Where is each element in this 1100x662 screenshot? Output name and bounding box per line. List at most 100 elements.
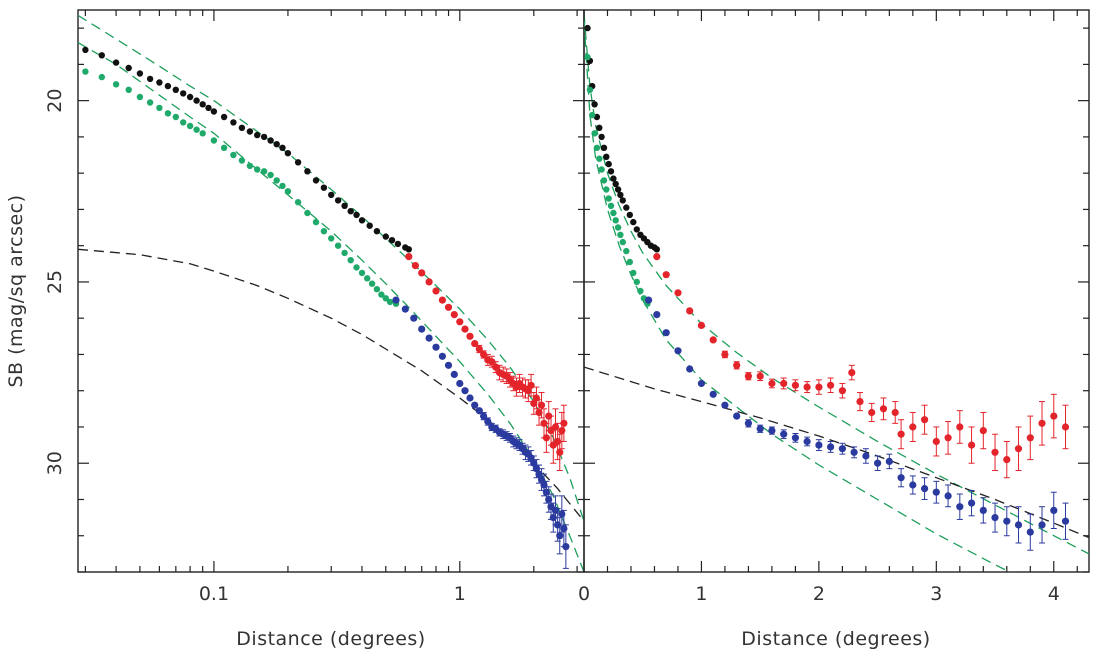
right-blue-point: [850, 448, 858, 456]
y-tick-label: 20: [44, 89, 66, 113]
right-black-point: [605, 160, 612, 168]
left-red-point: [530, 399, 538, 407]
right-model-curve-black-2: [584, 366, 1089, 539]
left-red-point: [432, 287, 440, 295]
left-green-point: [294, 199, 302, 206]
right-green-point: [605, 195, 612, 202]
left-green-point: [82, 68, 89, 75]
right-green-point: [607, 202, 615, 209]
right-blue-point: [885, 457, 893, 465]
y-axis-title: SB (mag/sq arcsec): [5, 194, 27, 387]
left-green-point: [378, 291, 385, 298]
right-red-point: [1003, 456, 1011, 464]
left-black-point: [156, 79, 163, 86]
left-model-curve-green-1: [78, 42, 584, 572]
right-red-point: [991, 448, 999, 456]
left-black-point: [146, 75, 154, 83]
right-blue-point: [1061, 517, 1070, 525]
right-x-axis-title: Distance (degrees): [741, 628, 930, 650]
right-black-point: [598, 133, 605, 141]
right-blue-point: [827, 443, 835, 451]
left-black-point: [180, 90, 187, 97]
left-red-point: [556, 448, 564, 456]
right-red-point: [803, 383, 811, 391]
left-green-point: [260, 168, 268, 175]
right-red-point: [1061, 423, 1070, 431]
right-red-point: [697, 321, 706, 329]
left-red-point: [488, 358, 496, 366]
right-red-point: [932, 437, 940, 446]
right-red-point: [944, 434, 952, 442]
right-green-point: [610, 209, 617, 217]
left-red-point: [425, 278, 433, 286]
left-red-point: [560, 419, 568, 427]
left-black-point: [220, 113, 228, 121]
right-red-point: [897, 430, 905, 438]
left-model-curve-green-0: [78, 14, 584, 522]
right-axis-ticks: [583, 10, 1089, 573]
left-blue-point: [560, 524, 568, 533]
tick-labels: 0.1 1 20 25 30 0 1 2 3 4: [44, 89, 1060, 605]
y-tick-label: 25: [44, 270, 66, 294]
right-x-tick-label: 2: [813, 583, 825, 605]
right-model-curve-green-1: [584, 20, 1012, 572]
left-green-point: [320, 228, 328, 235]
right-red-point: [968, 441, 976, 449]
right-green-point: [617, 231, 624, 238]
right-blue-point: [653, 311, 661, 319]
right-blue-point: [874, 459, 882, 467]
left-blue-point: [410, 314, 418, 322]
right-data-points: [584, 24, 1070, 551]
left-black-point: [112, 59, 120, 66]
left-plot-frame: [77, 9, 585, 573]
right-red-point: [674, 289, 682, 297]
right-black-point: [633, 226, 640, 233]
right-green-point: [603, 186, 610, 193]
right-x-tick-label: 4: [1048, 583, 1060, 605]
left-black-point: [230, 119, 237, 126]
right-red-point: [709, 336, 717, 344]
left-black-point: [267, 137, 274, 144]
left-green-point: [220, 144, 228, 151]
left-green-point: [238, 157, 246, 164]
right-red-point: [848, 369, 856, 377]
left-red-point: [450, 311, 458, 319]
left-blue-point: [438, 352, 446, 360]
right-green-point: [612, 217, 619, 224]
right-blue-point: [944, 492, 952, 500]
right-black-point: [591, 101, 598, 108]
left-black-point: [320, 184, 328, 191]
right-black-point: [600, 144, 608, 151]
right-green-point: [593, 144, 601, 151]
left-green-point: [279, 182, 286, 190]
right-blue-point: [780, 430, 788, 438]
right-black-point: [603, 153, 610, 160]
left-black-point: [82, 46, 89, 54]
left-red-point: [438, 296, 446, 304]
left-panel: [77, 9, 585, 573]
right-green-point: [598, 166, 605, 173]
left-green-point: [180, 119, 187, 126]
left-blue-point: [532, 465, 541, 473]
right-red-point: [1050, 412, 1058, 420]
left-red-point: [535, 408, 543, 417]
right-blue-point: [1003, 517, 1011, 525]
right-blue-point: [968, 499, 976, 507]
left-black-point: [238, 124, 246, 131]
right-green-point: [591, 130, 598, 137]
left-blue-point: [471, 401, 479, 409]
left-model-curves: [78, 14, 584, 572]
left-black-point: [366, 222, 373, 229]
left-black-point: [193, 97, 200, 104]
right-red-point: [979, 427, 987, 435]
right-green-point: [584, 53, 591, 61]
right-blue-point: [932, 488, 940, 496]
left-black-point: [334, 197, 342, 204]
right-red-point: [662, 271, 670, 279]
right-red-point: [1038, 419, 1046, 427]
right-blue-point: [803, 437, 811, 446]
right-blue-point: [979, 506, 987, 514]
left-green-point: [382, 295, 389, 302]
left-red-point: [456, 318, 464, 326]
